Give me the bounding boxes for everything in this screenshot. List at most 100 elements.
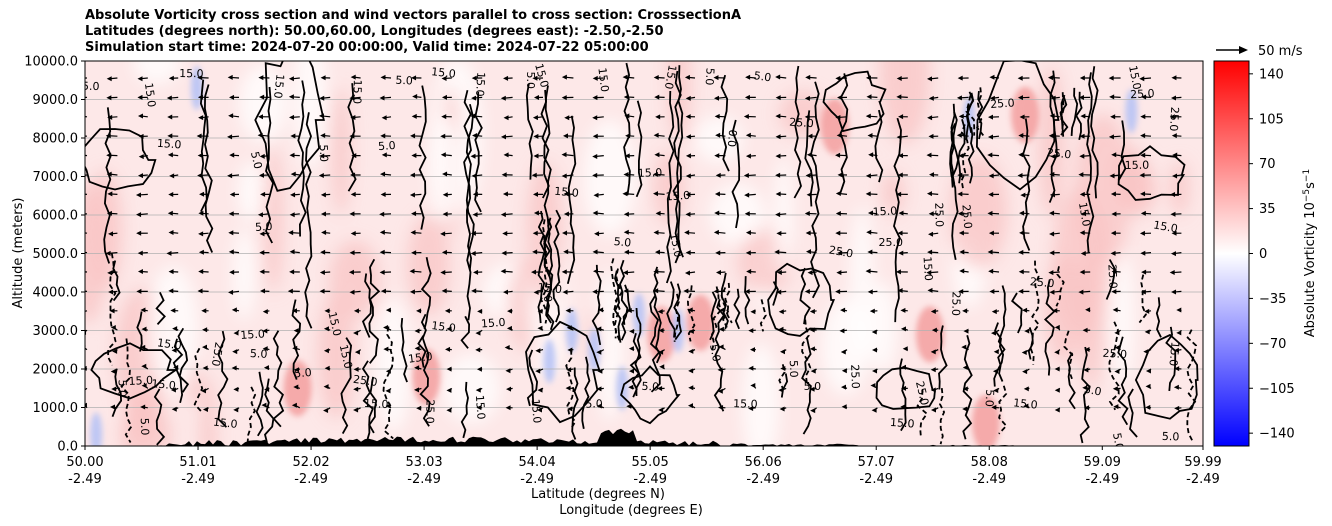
wind-vector-head: [171, 347, 177, 353]
x-tick-label-longitude: -2.49: [859, 472, 893, 487]
wind-vector-head: [1079, 230, 1085, 236]
positive-vorticity-cell: [915, 306, 944, 363]
contour-line: [103, 107, 112, 264]
wind-vector-head: [774, 249, 780, 255]
contour-line: [1079, 346, 1091, 444]
wind-vector-head: [442, 192, 448, 198]
wind-vector-head: [77, 230, 82, 235]
wind-vector-head: [900, 326, 906, 332]
contour-label: 15.0: [529, 398, 544, 424]
wind-vector-head: [349, 250, 355, 256]
wind-vector-head: [1172, 173, 1178, 179]
contour-line: [962, 335, 973, 440]
wind-vector-head: [684, 270, 690, 276]
wind-vector-head: [658, 349, 664, 355]
wind-vector-head: [442, 211, 448, 217]
wind-vector-head: [900, 404, 906, 410]
wind-vector-head: [85, 309, 86, 315]
wind-vector-head: [173, 364, 179, 370]
wind-vector-head: [1054, 407, 1060, 413]
wind-vector-head: [714, 95, 720, 101]
wind-vector-head: [987, 114, 993, 120]
wind-vector-head: [289, 269, 295, 275]
wind-vector-head: [804, 210, 810, 216]
wind-vector-head: [446, 387, 452, 393]
wind-vector-head: [1140, 114, 1146, 120]
wind-vector-head: [1139, 172, 1145, 178]
contour-loop: [767, 262, 836, 337]
negative-contour-line: [1055, 266, 1065, 307]
wind-vector-head: [867, 210, 873, 216]
wind-vector-head: [319, 95, 325, 101]
wind-vector-head: [593, 268, 599, 274]
x-tick-label-longitude: -2.49: [407, 472, 441, 487]
vorticity-blob: [331, 87, 351, 216]
contour-line: [465, 103, 475, 321]
wind-vector-head: [260, 191, 266, 197]
wind-vector-head: [446, 366, 452, 372]
contour-label: 25.0: [1167, 106, 1181, 131]
wind-vector-head: [414, 365, 420, 371]
negative-contour-line: [724, 282, 733, 324]
wind-vector-head: [1172, 152, 1178, 158]
wind-vector-head: [349, 133, 355, 139]
contour-label: 15.0: [481, 316, 506, 331]
x-tick-label-latitude: 50.00: [66, 455, 103, 470]
wind-vector-head: [592, 95, 598, 101]
contour-line: [634, 307, 642, 397]
wind-vector-head: [440, 269, 446, 275]
wind-vector-head: [350, 172, 356, 178]
negative-contour-line: [686, 285, 696, 342]
wind-vector-head: [714, 210, 720, 216]
vorticity-blob: [199, 377, 217, 446]
vorticity-blob: [583, 119, 636, 236]
wind-vector-head: [320, 192, 326, 198]
wind-vector-head: [654, 249, 660, 255]
contour-line: [733, 288, 741, 330]
wind-vector-head: [500, 212, 506, 218]
wind-vector-head: [958, 153, 964, 159]
wind-vector-head: [685, 173, 691, 179]
wind-vector-head: [991, 330, 997, 336]
wind-vector-head: [1110, 114, 1116, 120]
wind-vector-head: [623, 288, 629, 294]
contour-label: 25.0: [789, 116, 814, 131]
wind-vector-head: [319, 288, 325, 294]
wind-vector-head: [229, 269, 235, 275]
wind-vector-head: [1169, 114, 1175, 120]
wind-vector-head: [687, 307, 693, 313]
contour-label: 5.0: [395, 74, 413, 88]
wind-vector-head: [409, 289, 415, 295]
wind-vector-head: [503, 75, 509, 81]
contour-line: [976, 91, 984, 140]
negative-contour-line: [916, 389, 929, 438]
colorbar-label-unit-exponent: −1: [1302, 169, 1312, 182]
contour-line: [1067, 352, 1076, 410]
wind-vector-head: [806, 249, 812, 255]
wind-vector-head: [109, 404, 115, 410]
contour-label: 15.0: [537, 281, 563, 296]
positive-vorticity-cell: [1011, 86, 1040, 143]
wind-vector-head: [1048, 133, 1054, 139]
wind-vector-head: [896, 134, 902, 140]
wind-vector-head: [900, 307, 906, 313]
wind-vector-head: [1141, 269, 1147, 275]
wind-vector-head: [198, 249, 204, 255]
wind-vector-head: [622, 191, 628, 197]
wind-vector-head: [77, 114, 82, 119]
wind-vector-head: [170, 387, 176, 393]
quiver-key: 50 m/s: [1216, 44, 1303, 59]
negative-contour-line: [565, 349, 577, 431]
wind-vector-head: [596, 403, 602, 409]
contour-line: [537, 210, 546, 324]
wind-vector-head: [291, 308, 297, 314]
wind-vector-head: [288, 230, 294, 236]
wind-vector-shaft: [85, 213, 88, 215]
wind-vector-head: [748, 328, 754, 334]
wind-vector-head: [472, 191, 478, 197]
wind-vector-head: [1173, 347, 1179, 353]
wind-vector-head: [108, 231, 114, 237]
wind-vector-head: [714, 191, 720, 197]
wind-vector-head: [258, 75, 264, 81]
y-axis-label: Altitude (meters): [11, 198, 26, 309]
